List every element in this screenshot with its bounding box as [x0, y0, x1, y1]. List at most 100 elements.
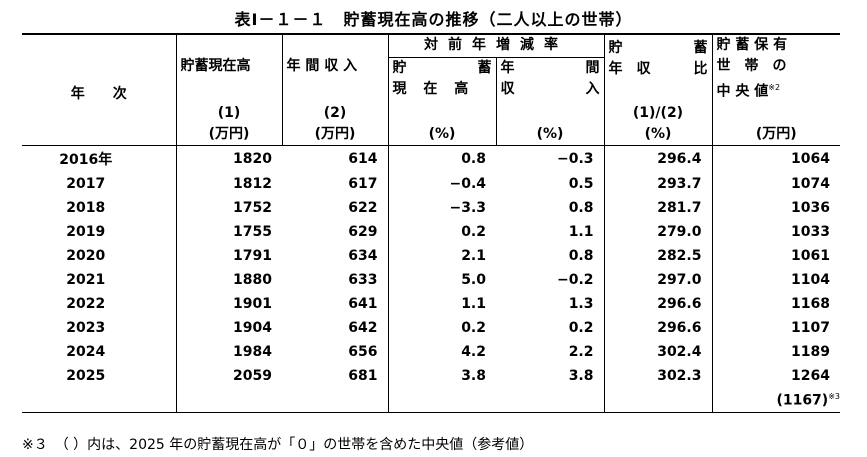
cell-income: 656 [348, 344, 378, 361]
cell-yoy_s: 0.8 [387, 145, 496, 173]
cell-savings: 1904 [175, 316, 282, 341]
table-row: 2016年 1820 614 0.8 −0.3 296.4 1064 [22, 145, 840, 173]
cell-ratio: 296.6 [603, 292, 712, 317]
cell-income: 642 [348, 320, 378, 337]
header-idx2: (2) [281, 102, 388, 124]
cell-income: 633 [348, 272, 378, 289]
header-yoy-income: 年間 収入 [495, 57, 604, 103]
cell-yoy_s: −0.4 [387, 172, 496, 197]
cell-income: 617 [348, 176, 378, 193]
cell-median: 1264 [711, 364, 840, 389]
cell-yoy_s: 5.0 [387, 268, 496, 293]
cell-year: 2020 [66, 248, 106, 265]
unit-income: (万円) [281, 123, 388, 146]
cell-income: 681 [348, 368, 378, 385]
cell-ratio: 281.7 [603, 196, 712, 221]
footnote: ※３ （ ）内は、2025 年の貯蓄現在高が「０」の世帯を含めた中央値（参考値） [22, 437, 534, 453]
cell-yoy_s: 0.2 [387, 220, 496, 245]
cell-savings: 2059 [175, 364, 282, 389]
cell-savings: 1984 [175, 340, 282, 365]
header-median: 貯 蓄 保 有 世 帯 の 中 央 値※2 [711, 34, 840, 103]
cell-ratio: 297.0 [603, 268, 712, 293]
header-year: 年 次 [70, 86, 127, 103]
cell-yoy_i: 3.8 [568, 368, 594, 385]
cell-income: 634 [348, 248, 378, 265]
unit-pct-income: (%) [495, 123, 604, 146]
cell-year: 2024 [66, 344, 106, 361]
cell-savings: 1901 [175, 292, 282, 317]
cell-yoy_i: −0.2 [556, 272, 594, 289]
header-income: 年 間 収 入 [281, 34, 388, 103]
cell-yoy_s: 4.2 [387, 340, 496, 365]
cell-year: 2021 [66, 272, 106, 289]
cell-median: 1061 [711, 244, 840, 269]
cell-median: 1033 [711, 220, 840, 245]
cell-yoy_s: −3.3 [387, 196, 496, 221]
header-ratio: 貯蓄 年 収比 [603, 34, 712, 103]
cell-yoy_i: 1.3 [568, 296, 594, 313]
header-idx-ratio: (1)/(2) [603, 102, 712, 124]
cell-median: 1064 [711, 145, 840, 173]
cell-median: 1189 [711, 340, 840, 365]
cell-year: 2017 [66, 176, 106, 193]
cell-year: 2022 [66, 296, 106, 313]
cell-median: 1104 [711, 268, 840, 293]
cell-savings: 1791 [175, 244, 282, 269]
cell-ratio: 279.0 [603, 220, 712, 245]
unit-pct-savings: (%) [387, 123, 496, 146]
cell-income: 629 [348, 224, 378, 241]
header-savings: 貯蓄現在高 [175, 34, 282, 103]
cell-ratio: 282.5 [603, 244, 712, 269]
cell-yoy_s: 2.1 [387, 244, 496, 269]
cell-year: 2018 [66, 200, 106, 217]
header-yoy-group: 対前年増減率 [387, 34, 604, 59]
cell-ratio: 293.7 [603, 172, 712, 197]
cell-median: 1168 [711, 292, 840, 317]
header-yoy-savings: 貯蓄 現 在 高 [387, 57, 496, 103]
table-row: 2022 1901 641 1.1 1.3 296.6 1168 [22, 292, 840, 317]
cell-income: 641 [348, 296, 378, 313]
cell-yoy_s: 0.2 [387, 316, 496, 341]
cell-savings: 1812 [175, 172, 282, 197]
table-row: 2017 1812 617 −0.4 0.5 293.7 1074 [22, 172, 840, 197]
cell-year: 2023 [66, 320, 106, 337]
table-row: 2021 1880 633 5.0 −0.2 297.0 1104 [22, 268, 840, 293]
cell-ratio: 296.6 [603, 316, 712, 341]
table-row: 2025 2059 681 3.8 3.8 302.3 1264 [22, 364, 840, 389]
cell-year: 2016年 [59, 151, 113, 168]
unit-median: (万円) [711, 123, 840, 146]
table-row: 2018 1752 622 −3.3 0.8 281.7 1036 [22, 196, 840, 221]
cell-yoy_i: 2.2 [568, 344, 594, 361]
table-row: 2024 1984 656 4.2 2.2 302.4 1189 [22, 340, 840, 365]
cell-yoy_s: 3.8 [387, 364, 496, 389]
cell-yoy_i: −0.3 [556, 150, 594, 167]
savings-table: 年 次 貯蓄現在高 年 間 収 入 対前年増減率 貯蓄 年 収比 貯 蓄 保 有… [22, 33, 840, 413]
cell-median: 1036 [711, 196, 840, 221]
cell-income: 622 [348, 200, 378, 217]
header-idx1: (1) [175, 102, 282, 124]
cell-yoy_i: 0.5 [568, 176, 594, 193]
cell-yoy_i: 0.2 [568, 320, 594, 337]
cell-yoy_i: 1.1 [568, 224, 594, 241]
cell-year: 2025 [66, 368, 106, 385]
cell-savings: 1820 [175, 145, 282, 173]
cell-ratio: 296.4 [603, 145, 712, 173]
cell-median: 1107 [711, 316, 840, 341]
cell-median-extra: (1167)※3 [711, 388, 840, 413]
table-title: 表Ⅰ－１－１ 貯蓄現在高の推移（二人以上の世帯） [234, 10, 633, 29]
table-row: 2019 1755 629 0.2 1.1 279.0 1033 [22, 220, 840, 245]
cell-yoy_i: 0.8 [568, 200, 594, 217]
cell-savings: 1752 [175, 196, 282, 221]
table-body: 2016年 1820 614 0.8 −0.3 296.4 1064 2017 1812 617−… [22, 145, 840, 413]
cell-ratio: 302.3 [603, 364, 712, 389]
unit-savings: (万円) [175, 123, 282, 146]
table-row: 2023 1904 642 0.2 0.2 296.6 1107 [22, 316, 840, 341]
cell-median: 1074 [711, 172, 840, 197]
table-row: 2020 1791 634 2.1 0.8 282.5 1061 [22, 244, 840, 269]
unit-pct-ratio: (%) [603, 123, 712, 146]
cell-savings: 1755 [175, 220, 282, 245]
cell-ratio: 302.4 [603, 340, 712, 365]
median-extra-sup: ※3 [828, 391, 840, 401]
table-row-extra: (1167)※3 [22, 388, 840, 413]
cell-yoy_i: 0.8 [568, 248, 594, 265]
